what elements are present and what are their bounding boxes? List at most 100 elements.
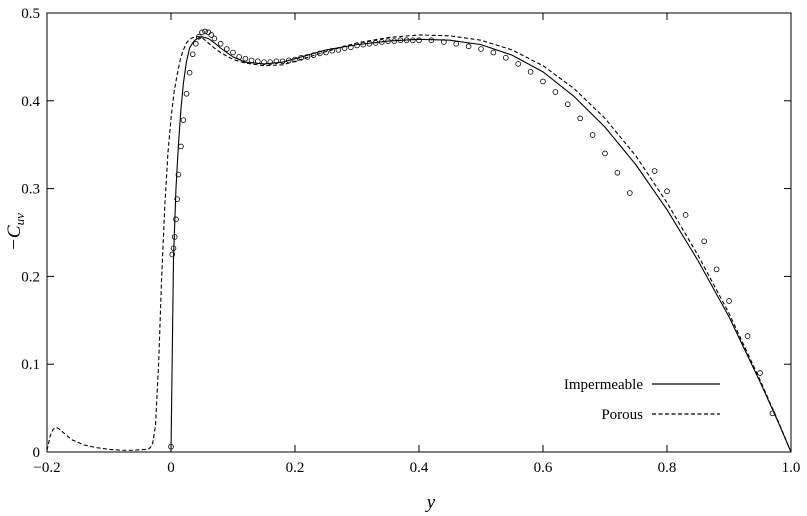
data-point bbox=[285, 57, 292, 64]
data-point bbox=[409, 37, 416, 44]
data-point bbox=[267, 59, 274, 65]
data-point bbox=[527, 69, 534, 75]
data-point bbox=[490, 49, 497, 56]
legend: Impermeable Porous bbox=[564, 377, 720, 423]
data-point bbox=[391, 38, 398, 44]
data-point bbox=[211, 35, 218, 42]
y-tick-label: 0.2 bbox=[21, 269, 40, 285]
data-point bbox=[366, 40, 373, 47]
data-point bbox=[168, 443, 174, 450]
y-axis-title-sub: uv bbox=[12, 213, 27, 226]
data-point bbox=[292, 56, 298, 63]
data-point bbox=[502, 54, 509, 61]
data-point bbox=[682, 212, 689, 218]
data-point bbox=[465, 43, 472, 50]
data-point bbox=[769, 410, 776, 417]
x-tick-label: 0.2 bbox=[286, 460, 305, 476]
data-point bbox=[183, 90, 190, 97]
x-tick-label: 0.8 bbox=[658, 460, 677, 476]
data-point bbox=[261, 59, 267, 65]
legend-label-porous: Porous bbox=[601, 407, 643, 423]
series-layer bbox=[46, 28, 792, 453]
data-point bbox=[186, 69, 193, 76]
data-point bbox=[180, 117, 187, 123]
data-point bbox=[360, 41, 367, 48]
data-point bbox=[335, 47, 342, 53]
plot-frame bbox=[46, 12, 792, 453]
data-point bbox=[273, 58, 280, 65]
data-point bbox=[199, 29, 205, 36]
ticks: −0.2 0 0.2 0.4 0.6 0.8 1.000.10.20.30.40.5 bbox=[21, 6, 800, 476]
y-tick-label: 0.4 bbox=[21, 94, 40, 110]
x-axis-title: y bbox=[425, 492, 436, 513]
data-point bbox=[341, 45, 348, 51]
y-axis-title-main: −C bbox=[4, 225, 25, 251]
series-line-impermeable bbox=[170, 36, 792, 453]
data-point bbox=[169, 251, 176, 258]
data-point bbox=[757, 370, 763, 376]
data-point bbox=[626, 190, 633, 196]
data-point bbox=[323, 49, 329, 56]
data-point bbox=[416, 37, 422, 44]
data-point bbox=[589, 132, 596, 138]
data-point bbox=[175, 171, 182, 178]
data-point bbox=[347, 44, 354, 51]
data-point bbox=[193, 40, 199, 47]
data-point bbox=[279, 58, 286, 65]
x-tick-label: 0.4 bbox=[410, 460, 429, 476]
data-point bbox=[310, 52, 317, 58]
data-point bbox=[564, 101, 571, 108]
data-point bbox=[478, 46, 484, 52]
data-point bbox=[224, 46, 230, 52]
data-point bbox=[726, 298, 732, 304]
x-tick-label: 0.6 bbox=[534, 460, 553, 476]
data-point bbox=[515, 61, 521, 67]
data-point bbox=[378, 39, 385, 45]
legend-label-impermeable: Impermeable bbox=[564, 377, 643, 393]
data-point bbox=[385, 38, 391, 44]
data-point bbox=[701, 238, 707, 245]
y-tick-label: 0 bbox=[33, 445, 41, 461]
data-point bbox=[552, 89, 559, 95]
series-line-porous bbox=[46, 34, 792, 453]
x-tick-label: 1.0 bbox=[782, 460, 801, 476]
data-point bbox=[178, 143, 184, 150]
data-point bbox=[171, 234, 178, 240]
data-point bbox=[202, 28, 208, 35]
data-point bbox=[651, 168, 658, 174]
data-point bbox=[298, 54, 305, 61]
data-point bbox=[205, 29, 212, 36]
data-point bbox=[248, 57, 255, 64]
data-point bbox=[173, 216, 179, 223]
data-point bbox=[316, 50, 323, 57]
data-point bbox=[208, 32, 215, 38]
x-tick-label: −0.2 bbox=[33, 460, 60, 476]
data-point bbox=[329, 47, 336, 54]
data-point bbox=[577, 115, 583, 122]
y-axis-title: −Cuv bbox=[4, 213, 27, 251]
y-tick-label: 0.3 bbox=[21, 182, 40, 198]
data-point bbox=[196, 33, 202, 40]
data-point bbox=[453, 40, 460, 47]
x-tick-label: 0 bbox=[167, 460, 175, 476]
data-point bbox=[189, 51, 196, 58]
data-point bbox=[230, 49, 236, 56]
data-point bbox=[236, 54, 243, 60]
data-point bbox=[372, 40, 379, 46]
data-point bbox=[304, 54, 311, 60]
data-point bbox=[713, 266, 720, 273]
data-point bbox=[428, 37, 435, 44]
data-point bbox=[217, 40, 224, 47]
data-point bbox=[397, 37, 404, 44]
data-point bbox=[174, 196, 181, 202]
data-point bbox=[403, 37, 410, 44]
data-point bbox=[440, 39, 447, 45]
data-point bbox=[744, 333, 751, 339]
y-tick-label: 0.1 bbox=[21, 357, 40, 373]
data-point bbox=[242, 55, 249, 62]
data-markers bbox=[168, 28, 776, 450]
data-point bbox=[540, 78, 546, 85]
y-tick-label: 0.5 bbox=[21, 6, 40, 22]
data-point bbox=[170, 245, 177, 252]
